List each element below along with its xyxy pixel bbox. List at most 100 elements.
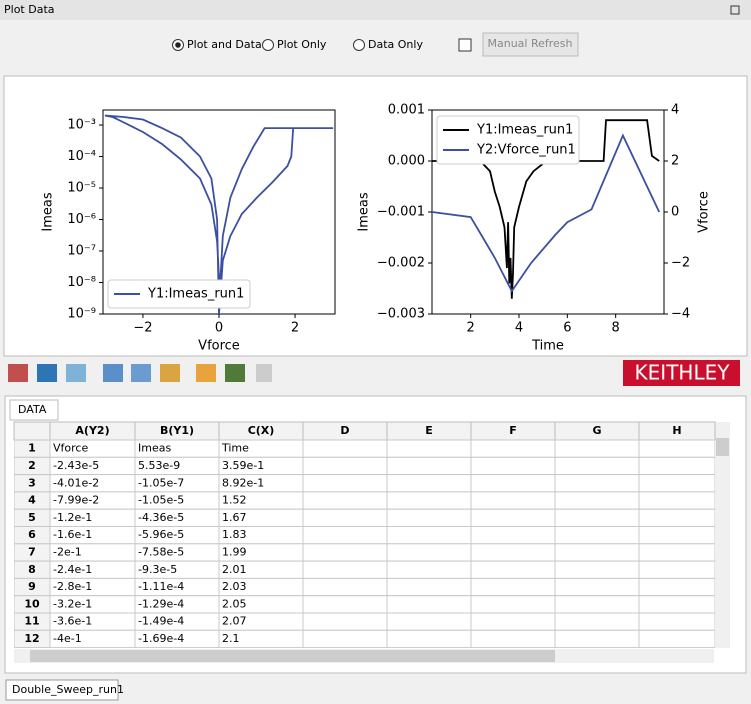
radio[interactable] xyxy=(353,39,365,51)
cell xyxy=(470,543,556,562)
v-scroll-thumb[interactable] xyxy=(716,438,729,456)
row-number: 5 xyxy=(28,511,36,524)
cell xyxy=(554,456,640,476)
zoom-icon[interactable] xyxy=(66,364,86,382)
pan-icon[interactable] xyxy=(37,364,57,382)
radio-label: Plot and Data xyxy=(187,38,262,51)
cell-text: -1.69e-4 xyxy=(138,632,184,645)
title-bar xyxy=(0,0,751,20)
cell-text: 2.1 xyxy=(222,632,240,645)
cell-text: -9.3e-5 xyxy=(138,563,177,576)
cell-text: 2.03 xyxy=(222,580,247,593)
row-number: 1 xyxy=(28,442,36,455)
cell xyxy=(386,560,472,579)
cell xyxy=(554,439,640,458)
y2-tick-label: −4 xyxy=(671,307,690,322)
cell-text: -1.05e-5 xyxy=(138,494,184,507)
cell-text: -4e-1 xyxy=(53,632,82,645)
cell xyxy=(638,508,715,528)
cell-text: -2.43e-5 xyxy=(53,459,99,472)
row-number: 10 xyxy=(24,597,40,610)
y-tick-label: 10⁻⁶ xyxy=(67,212,96,227)
cell xyxy=(470,491,556,510)
table-body: 1 Vforce Imeas Time 2 -2.43e-5 5.53e-9 3.59e-1 3… xyxy=(14,439,715,648)
y-tick-label: −0.002 xyxy=(377,256,425,271)
x-tick-label: 2 xyxy=(291,321,299,336)
cell xyxy=(554,526,640,545)
cell xyxy=(470,508,556,528)
home-icon[interactable] xyxy=(8,364,28,382)
checkbox[interactable] xyxy=(458,38,472,52)
cell-text: -1.05e-7 xyxy=(138,476,184,489)
row-number: 2 xyxy=(28,459,36,472)
cell xyxy=(638,612,715,631)
cell xyxy=(554,577,640,597)
row-number: 6 xyxy=(28,528,36,541)
button-label: Manual Refresh xyxy=(487,37,572,50)
cell xyxy=(638,474,715,493)
cell-text: -1.6e-1 xyxy=(53,528,92,541)
cell xyxy=(386,543,472,562)
cell-text: 1.52 xyxy=(222,494,247,507)
series-line xyxy=(432,119,660,299)
cell-text: -2e-1 xyxy=(53,545,82,558)
cell xyxy=(554,508,640,528)
y-tick-label: −0.001 xyxy=(377,205,425,220)
cell xyxy=(386,629,472,648)
export-icon[interactable] xyxy=(256,364,272,382)
x-tick-label: 2 xyxy=(467,321,475,336)
table-icon[interactable] xyxy=(196,364,216,382)
manual-refresh-button[interactable] xyxy=(482,32,579,57)
cell-text: Vforce xyxy=(53,442,88,455)
data-tab[interactable] xyxy=(9,399,59,421)
radio[interactable] xyxy=(262,39,274,51)
h-scroll-thumb[interactable] xyxy=(30,650,555,662)
cell xyxy=(554,560,640,579)
cell-text: -1.2e-1 xyxy=(53,511,92,524)
cell xyxy=(302,629,388,648)
y-tick-label: 10⁻⁴ xyxy=(67,149,96,164)
axis-icon[interactable] xyxy=(160,364,180,382)
cell-text: Time xyxy=(221,442,249,455)
cell-text: -4.36e-5 xyxy=(138,511,184,524)
cell xyxy=(302,577,388,597)
y-tick-label: 10⁻³ xyxy=(67,118,96,133)
column-header: F xyxy=(509,424,517,437)
grid-icon[interactable] xyxy=(225,364,245,382)
column-header: C(X) xyxy=(248,424,275,437)
save-icon[interactable] xyxy=(103,364,123,382)
cell-text: -2.8e-1 xyxy=(53,580,92,593)
legend-label: Y1:Imeas_run1 xyxy=(147,287,244,302)
radio-label: Plot Only xyxy=(277,38,327,51)
cell xyxy=(386,612,472,631)
cell xyxy=(638,456,715,476)
chart: 2 4 6 8−0.003−0.002−0.0010.0000.001−4−2024T… xyxy=(357,103,712,354)
x-tick-label: 0 xyxy=(215,321,223,336)
v-scrollbar[interactable] xyxy=(715,422,730,648)
cell xyxy=(386,491,472,510)
cell xyxy=(302,612,388,631)
series-line xyxy=(431,133,661,293)
cell xyxy=(386,439,472,458)
series-line xyxy=(104,114,334,315)
cell xyxy=(302,439,388,458)
restore-button[interactable] xyxy=(730,5,740,15)
cell-text: 1.99 xyxy=(222,545,247,558)
y-tick-label: 10⁻⁸ xyxy=(67,275,96,290)
row-number: 8 xyxy=(28,563,36,576)
x-axis-label: Time xyxy=(531,339,564,354)
row-number: 3 xyxy=(28,476,36,489)
cell xyxy=(302,526,388,545)
cell xyxy=(386,456,472,476)
chart-icon[interactable] xyxy=(131,364,151,382)
cell xyxy=(638,595,715,614)
y-axis-label: Imeas xyxy=(357,192,372,231)
cell xyxy=(470,560,556,579)
cell xyxy=(638,560,715,579)
column-header: H xyxy=(672,424,681,437)
sheet-tab-label: Double_Sweep_run1 xyxy=(12,683,124,696)
y-tick-label: 0.000 xyxy=(388,154,425,169)
sheet-tab[interactable] xyxy=(5,679,119,701)
cell xyxy=(470,526,556,545)
y2-tick-label: 2 xyxy=(671,154,679,169)
